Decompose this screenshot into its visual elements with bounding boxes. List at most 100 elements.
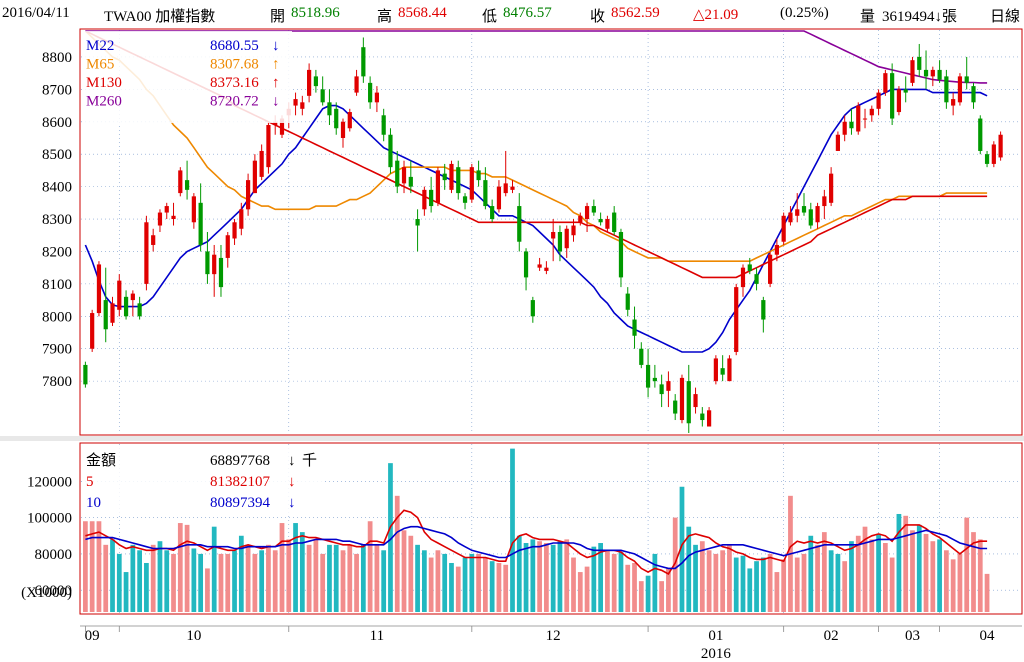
candle-body — [910, 60, 915, 83]
volume-value: 3619494↓張 — [882, 9, 958, 25]
candle — [856, 102, 861, 135]
volume-bar — [306, 544, 312, 612]
candle — [564, 225, 569, 258]
candle-body — [788, 212, 793, 223]
volume-bar — [977, 539, 983, 612]
candle — [964, 56, 969, 90]
candle-body — [951, 99, 956, 106]
candle — [496, 180, 502, 213]
candle-body — [815, 206, 820, 223]
candle-body — [754, 274, 759, 284]
candle-body — [530, 300, 535, 317]
candle — [551, 219, 556, 262]
legend-value-m65: 8307.68 — [210, 57, 259, 73]
volume-bar — [971, 532, 976, 612]
volume-bar — [299, 532, 305, 612]
volume-tick-label: 120000 — [27, 474, 72, 490]
candle — [103, 267, 108, 343]
volume-bar — [584, 566, 590, 612]
candle — [896, 86, 902, 116]
candle-body — [625, 293, 630, 310]
x-month-label: 10 — [186, 628, 201, 644]
volume-bar — [747, 568, 753, 612]
volume-bar — [652, 553, 658, 612]
x-month-label: 11 — [370, 628, 384, 644]
volume-bar — [435, 550, 441, 612]
volume-bar — [794, 557, 800, 612]
volume-bar — [489, 561, 495, 612]
candle-body — [503, 183, 508, 194]
candle — [903, 76, 908, 103]
candle — [320, 76, 325, 106]
price-tick-label: 8100 — [42, 277, 72, 293]
candle-body — [327, 102, 332, 116]
candle-body — [971, 86, 976, 103]
volume-bar — [225, 553, 231, 612]
candle-body — [693, 394, 698, 408]
volume-bar — [855, 535, 861, 612]
candle — [869, 105, 874, 122]
candle — [591, 199, 596, 216]
candle-body — [320, 89, 325, 103]
candle — [198, 183, 203, 252]
volume-bar — [706, 550, 712, 612]
volume-legend: 金額 68897768 ↓ 5 81382107 ↓ 10 80897394 ↓ 千 — [82, 446, 322, 514]
candle — [462, 193, 468, 210]
candle — [347, 108, 352, 132]
volume-bar — [340, 550, 346, 612]
volume-bar — [632, 562, 637, 612]
volume-bar — [510, 448, 515, 612]
candle-body — [862, 118, 868, 120]
candle-body — [232, 222, 237, 239]
volume-tick-label: 80000 — [35, 547, 73, 563]
volume-bar — [571, 557, 576, 612]
volume-unit-label: (X1000) — [21, 585, 72, 601]
candle — [361, 37, 366, 83]
candle-body — [618, 232, 624, 278]
volume-bar — [388, 463, 393, 612]
volume-bar — [821, 532, 827, 612]
candle-body — [991, 144, 996, 164]
candle-body — [645, 364, 651, 388]
candle-body — [944, 76, 949, 103]
candle — [693, 387, 698, 414]
candle — [137, 296, 142, 320]
x-month-label: 03 — [905, 628, 920, 644]
candle — [171, 202, 176, 226]
volume-bar — [266, 544, 271, 612]
candle-body — [449, 163, 454, 190]
candle-body — [605, 219, 610, 229]
volume-bar — [598, 543, 603, 612]
volume-bar — [720, 550, 726, 612]
candle — [456, 160, 461, 200]
panel-separator[interactable] — [0, 436, 1024, 441]
volume-bar — [889, 557, 895, 612]
candle-body — [706, 410, 712, 427]
candle-body — [259, 150, 264, 177]
volume-legend-name: 金額 — [86, 452, 116, 469]
candle-body — [171, 215, 176, 220]
volume-bar — [449, 562, 454, 612]
candle-body — [822, 196, 827, 207]
candle-body — [998, 134, 1003, 158]
candle-body — [666, 381, 671, 391]
candle — [388, 128, 393, 174]
candle — [781, 212, 786, 245]
candle-body — [517, 206, 522, 242]
volume-bar — [483, 557, 488, 612]
candle — [164, 202, 169, 220]
volume-bar — [469, 553, 475, 612]
price-tick-label: 8000 — [42, 309, 72, 325]
candle — [842, 115, 847, 142]
volume-bar — [564, 539, 570, 612]
volume-bar — [374, 544, 380, 612]
candle — [632, 306, 637, 349]
candle-body — [83, 364, 88, 385]
candle — [503, 150, 508, 197]
candle — [720, 355, 725, 382]
candle — [991, 141, 996, 168]
candle-body — [869, 108, 874, 116]
candle — [83, 361, 88, 388]
candle — [571, 219, 576, 242]
